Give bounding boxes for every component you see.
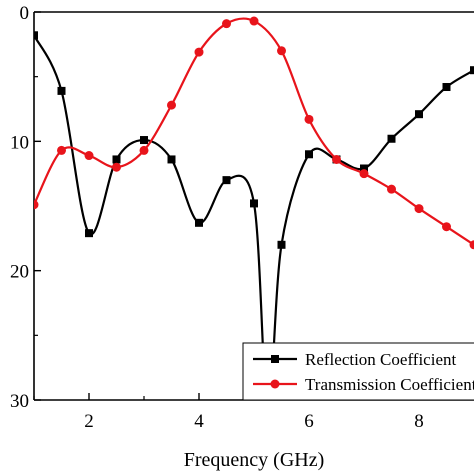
transmission-marker (332, 154, 341, 164)
reflection-marker (305, 150, 313, 159)
reflection-marker (250, 199, 258, 208)
reflection-marker (415, 110, 423, 119)
x-tick-label: 6 (304, 411, 314, 432)
transmission-marker (359, 169, 369, 179)
transmission-marker (222, 19, 231, 29)
reflection-marker (442, 83, 451, 92)
transmission-marker (34, 200, 39, 210)
x-tick-label: 4 (194, 411, 204, 432)
y-tick-label: 20 (10, 262, 29, 283)
transmission-marker (57, 145, 66, 155)
transmission-legend-marker (270, 379, 280, 389)
transmission-marker (167, 100, 176, 110)
x-tick-label: 8 (414, 411, 424, 432)
transmission-marker (139, 145, 149, 155)
transmission-legend-label: Transmission Coefficient (305, 375, 474, 394)
reflection-marker (112, 155, 121, 164)
reflection-marker (387, 134, 396, 143)
x-tick-label: 2 (84, 411, 94, 432)
reflection-marker (57, 86, 66, 95)
transmission-marker (414, 204, 424, 214)
transmission-marker (304, 114, 314, 124)
transmission-marker (112, 162, 121, 172)
reflection-marker (470, 66, 474, 75)
reflection-marker (34, 31, 38, 40)
reflection-marker (277, 240, 286, 249)
transmission-marker (84, 151, 94, 161)
reflection-marker (140, 136, 148, 145)
y-tick-label: 0 (20, 3, 30, 24)
reflection-marker (85, 229, 93, 238)
y-tick-label: 10 (10, 132, 29, 153)
legend-box (242, 342, 474, 401)
transmission-marker (277, 46, 286, 56)
reflection-line (34, 34, 474, 400)
reflection-legend-marker (271, 355, 279, 363)
legend: Reflection Coefficient Transmission Coeff… (242, 342, 474, 401)
reflection-marker (264, 409, 272, 417)
x-axis-title: Frequency (GHz) (184, 449, 325, 471)
reflection-marker (195, 218, 203, 227)
transmission-marker (249, 16, 259, 26)
transmission-marker (442, 222, 451, 232)
series-layer (34, 16, 474, 417)
transmission-marker (469, 240, 474, 250)
reflection-legend-label: Reflection Coefficient (305, 350, 456, 369)
reflection-marker (360, 164, 368, 173)
reflection-marker (222, 176, 231, 185)
transmission-marker (387, 184, 396, 194)
y-tick-label: 30 (10, 391, 29, 412)
transmission-marker (194, 47, 204, 57)
reflection-marker (167, 155, 176, 164)
